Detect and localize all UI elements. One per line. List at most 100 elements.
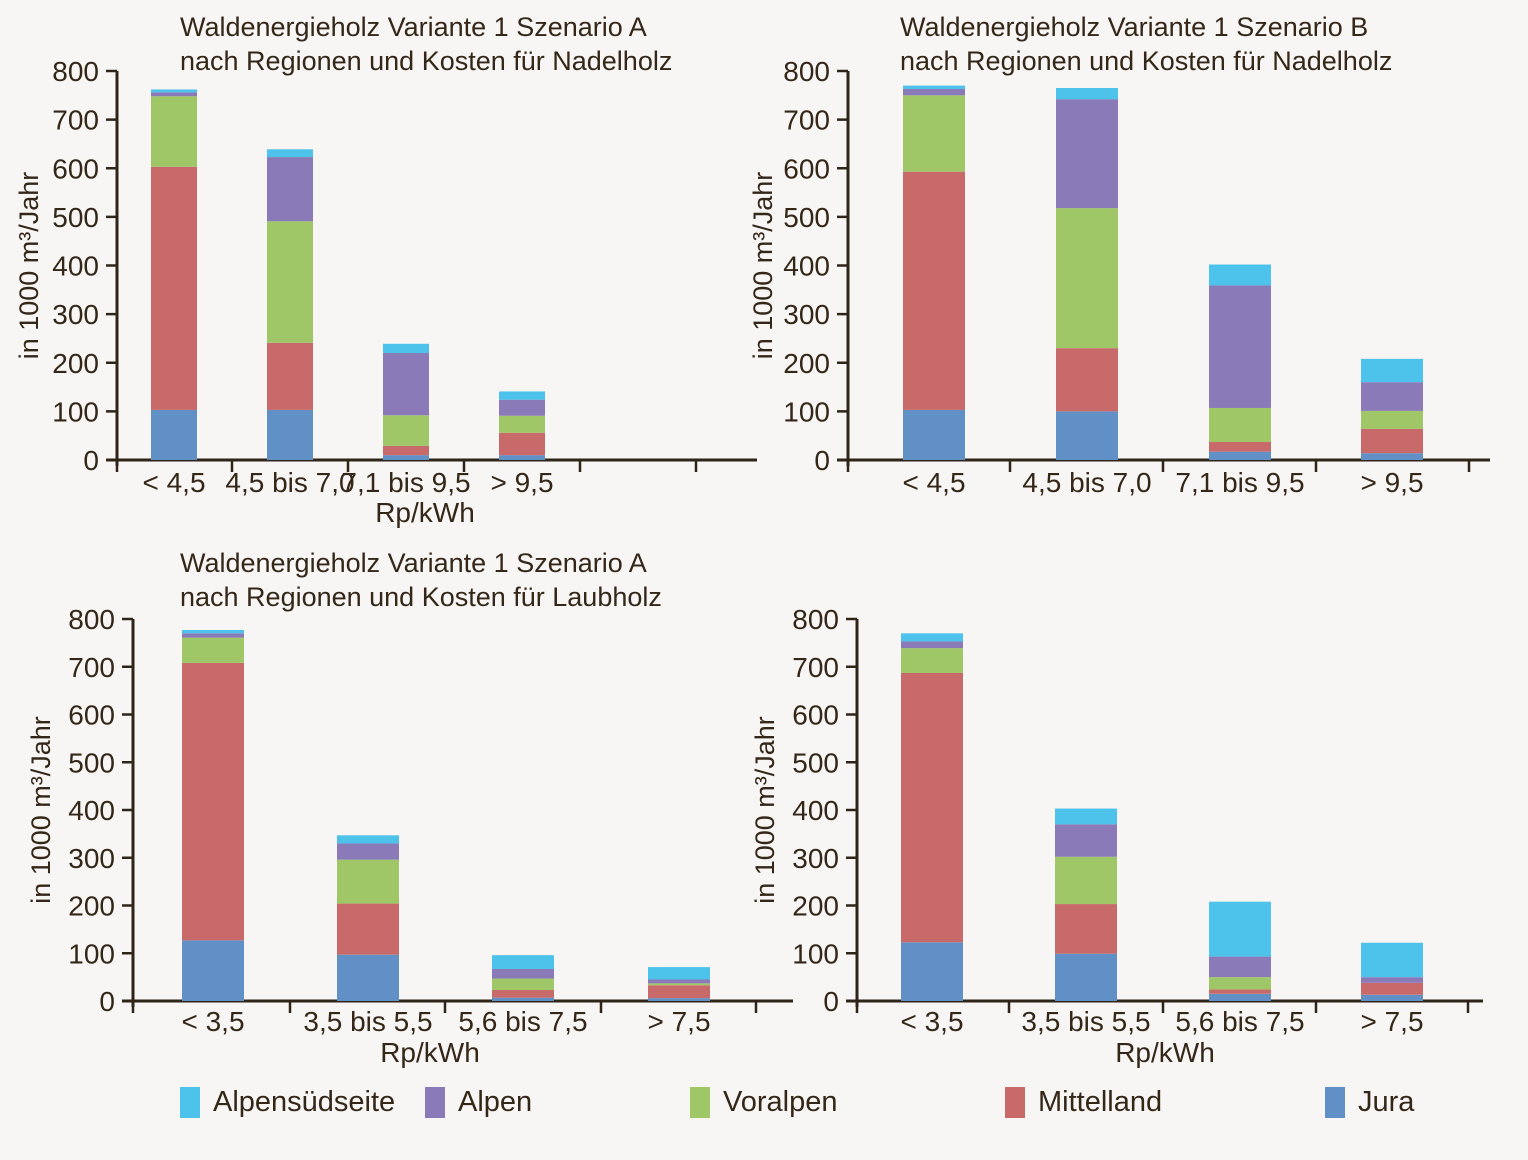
bar-segment-jura xyxy=(901,942,963,1001)
bar-segment-voralpen xyxy=(1055,856,1117,905)
bar-segment-mittelland xyxy=(337,903,399,955)
y-tick-label: 500 xyxy=(68,747,115,778)
bar-segment-alpen xyxy=(1056,99,1118,209)
bar-segment-alpen xyxy=(182,633,244,638)
x-category-label: 5,6 bis 7,5 xyxy=(458,1006,587,1037)
bar-segment-alpen xyxy=(151,92,197,97)
bar-segment-alpensüdseite xyxy=(1056,88,1118,100)
bar-segment-jura xyxy=(1361,453,1423,460)
y-tick-label: 600 xyxy=(52,153,99,184)
y-tick-label: 700 xyxy=(52,105,99,136)
y-tick-label: 700 xyxy=(68,652,115,683)
bar-segment-jura xyxy=(337,954,399,1001)
bar-segment-alpensüdseite xyxy=(901,633,963,642)
bar-segment-voralpen xyxy=(901,648,963,673)
y-tick-label: 100 xyxy=(68,938,115,969)
legend-swatch-icon xyxy=(690,1086,710,1118)
y-tick-label: 500 xyxy=(792,747,839,778)
legend-swatch-icon xyxy=(1325,1086,1345,1118)
legend-label: Alpensüdseite xyxy=(213,1085,396,1118)
bar-segment-jura xyxy=(499,455,545,460)
chart-bottom-left: Waldenergieholz Variante 1 Szenario A nac… xyxy=(26,548,793,1068)
bar-segment-alpensüdseite xyxy=(1361,942,1423,978)
bar-segment-voralpen xyxy=(151,96,197,167)
x-category-label: 5,6 bis 7,5 xyxy=(1175,1006,1304,1037)
bar-segment-alpen xyxy=(901,641,963,649)
bar-segment-alpensüdseite xyxy=(1055,808,1117,825)
y-tick-label: 200 xyxy=(68,891,115,922)
bar-segment-mittelland xyxy=(1361,982,1423,995)
bar-segment-voralpen xyxy=(499,415,545,433)
bar-segment-alpen xyxy=(1361,382,1423,411)
x-category-label: < 4,5 xyxy=(142,467,205,498)
y-tick-label: 800 xyxy=(52,56,99,87)
y-tick-label: 300 xyxy=(52,299,99,330)
bar-segment-alpensüdseite xyxy=(182,629,244,634)
y-tick-label: 100 xyxy=(52,396,99,427)
bar-segment-voralpen xyxy=(648,983,710,986)
bar-segment-alpensüdseite xyxy=(1209,901,1271,957)
bar-segment-alpensüdseite xyxy=(499,391,545,400)
legend-item-alpensüdseite: Alpensüdseite xyxy=(180,1086,395,1118)
y-tick-label: 800 xyxy=(792,604,839,635)
chart-title-line: Waldenergieholz Variante 1 Szenario A xyxy=(180,548,647,578)
x-category-label: 7,1 bis 9,5 xyxy=(341,467,470,498)
bar-segment-alpensüdseite xyxy=(337,835,399,844)
y-tick-label: 400 xyxy=(783,251,830,282)
chart-title-line: nach Regionen und Kosten für Laubholz xyxy=(180,582,662,612)
legend-swatch-icon xyxy=(425,1086,445,1118)
y-axis-title: in 1000 m³/Jahr xyxy=(750,716,780,904)
bar-segment-alpen xyxy=(1209,956,1271,978)
bar-segment-jura xyxy=(267,409,313,460)
x-axis-title: Rp/kWh xyxy=(1115,1037,1215,1068)
y-tick-label: 0 xyxy=(83,445,99,476)
chart-top-right: Waldenergieholz Variante 1 Szenario B nac… xyxy=(748,12,1490,498)
chart-title-line: Waldenergieholz Variante 1 Szenario B xyxy=(900,12,1368,42)
y-tick-label: 400 xyxy=(68,795,115,826)
legend-item-alpen: Alpen xyxy=(425,1086,532,1118)
x-axis-title: Rp/kWh xyxy=(380,1037,480,1068)
bar-segment-jura xyxy=(1055,953,1117,1001)
y-axis-title: in 1000 m³/Jahr xyxy=(14,172,44,360)
bar-segment-jura xyxy=(492,997,554,1001)
y-tick-label: 600 xyxy=(783,153,830,184)
bar-segment-mittelland xyxy=(267,342,313,410)
bar-segment-alpen xyxy=(383,353,429,416)
bar-segment-jura xyxy=(182,940,244,1001)
bar-segment-alpen xyxy=(492,969,554,979)
bar-segment-alpen xyxy=(1209,285,1271,408)
bar-segment-alpensüdseite xyxy=(1209,264,1271,286)
legend-swatch-icon xyxy=(180,1086,200,1118)
y-tick-label: 100 xyxy=(783,396,830,427)
y-tick-label: 800 xyxy=(783,56,830,87)
bar-segment-alpensüdseite xyxy=(648,967,710,980)
y-tick-label: 500 xyxy=(52,202,99,233)
bar-segment-alpen xyxy=(499,399,545,416)
bar-segment-jura xyxy=(1209,993,1271,1001)
y-tick-label: 0 xyxy=(814,445,830,476)
bar-segment-jura xyxy=(1361,994,1423,1001)
bar-segment-mittelland xyxy=(648,985,710,999)
bar-segment-jura xyxy=(383,455,429,460)
bar-segment-alpensüdseite xyxy=(151,89,197,93)
legend-label: Voralpen xyxy=(723,1085,838,1118)
legend-item-voralpen: Voralpen xyxy=(690,1086,838,1118)
bar-segment-alpensüdseite xyxy=(492,955,554,970)
y-tick-label: 700 xyxy=(783,105,830,136)
y-tick-label: 300 xyxy=(68,843,115,874)
bar-segment-alpen xyxy=(267,157,313,222)
bar-segment-alpen xyxy=(1361,977,1423,983)
bar-segment-jura xyxy=(151,409,197,460)
bar-segment-mittelland xyxy=(1361,428,1423,454)
bar-segment-alpen xyxy=(903,88,965,96)
x-category-label: > 9,5 xyxy=(1360,467,1423,498)
x-category-label: < 3,5 xyxy=(181,1006,244,1037)
y-tick-label: 200 xyxy=(783,348,830,379)
y-tick-label: 300 xyxy=(783,299,830,330)
legend-label: Alpen xyxy=(458,1085,533,1118)
y-tick-label: 200 xyxy=(52,348,99,379)
y-tick-label: 400 xyxy=(52,251,99,282)
bar-segment-voralpen xyxy=(903,95,965,172)
y-tick-label: 300 xyxy=(792,843,839,874)
